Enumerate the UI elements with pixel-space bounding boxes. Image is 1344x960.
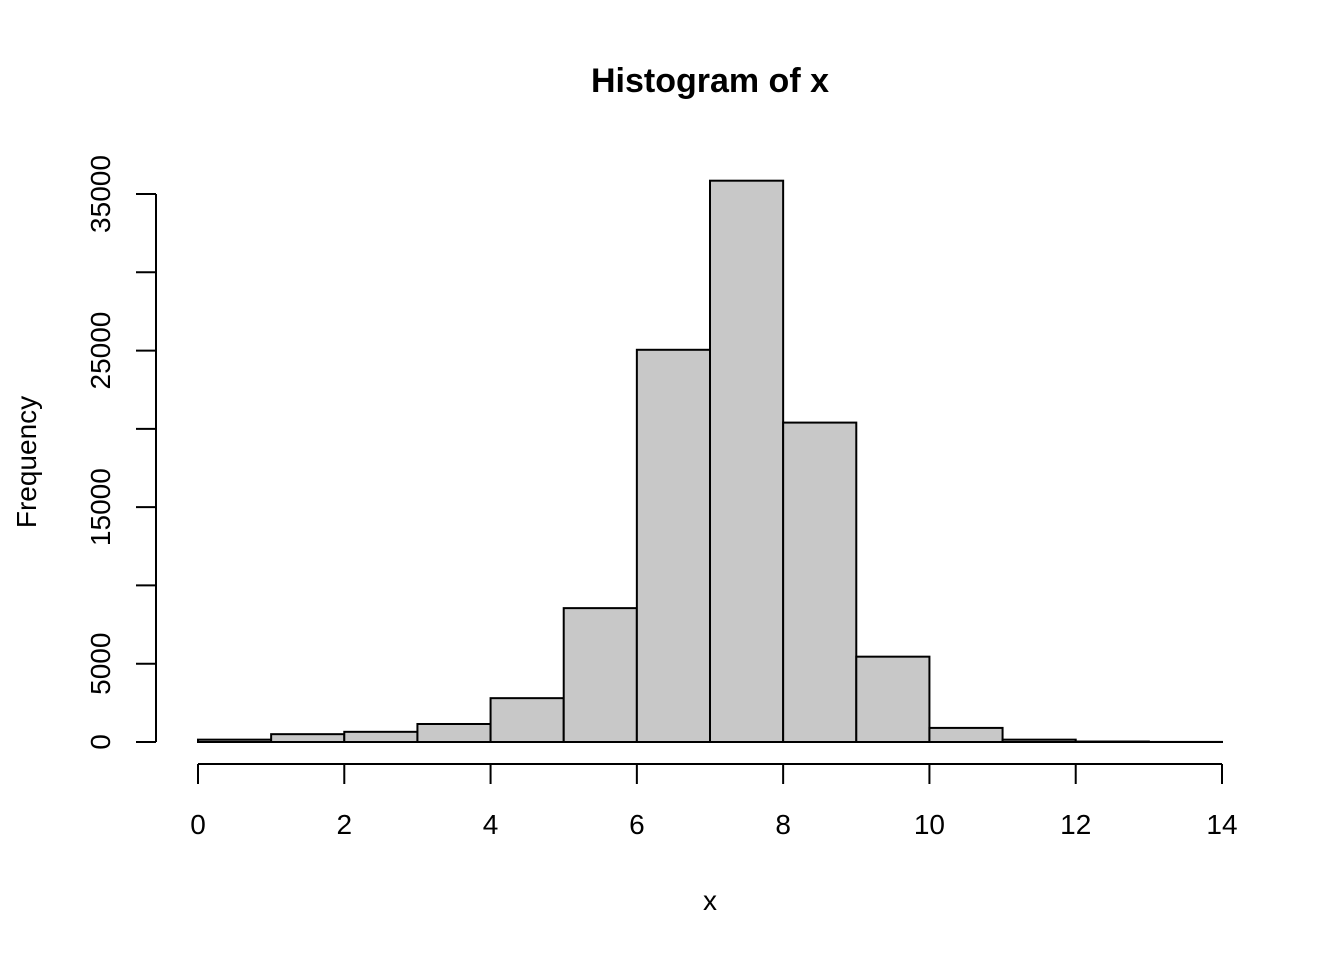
histogram-bar [416, 722, 492, 743]
chart-title: Histogram of x [591, 62, 829, 100]
y-tick-label: 25000 [85, 312, 116, 390]
y-tick-label: 35000 [85, 155, 116, 233]
x-axis-label: x [703, 885, 717, 916]
histogram-bar [343, 730, 419, 744]
histogram-bar [855, 655, 931, 744]
histogram-bar [635, 348, 711, 743]
y-axis-label: Frequency [11, 396, 42, 528]
histogram-bar [928, 726, 1004, 743]
x-tick-label: 6 [629, 809, 645, 840]
x-tick-label: 14 [1206, 809, 1237, 840]
x-tick-label: 0 [190, 809, 206, 840]
histogram-bar [270, 733, 346, 744]
x-tick-label: 10 [914, 809, 945, 840]
histogram-bar [197, 738, 273, 743]
y-tick-label: 0 [85, 734, 116, 750]
histogram-bar [562, 607, 638, 743]
x-tick-label: 2 [336, 809, 352, 840]
bars-group [197, 179, 1224, 744]
histogram-bar [489, 697, 565, 743]
x-tick-label: 12 [1060, 809, 1091, 840]
histogram-bar [1001, 738, 1077, 743]
x-axis: 0 2 4 6 8 10 12 14 [190, 763, 1238, 840]
histogram-bar [782, 421, 858, 743]
y-tick-label: 5000 [85, 633, 116, 695]
histogram-bar [709, 179, 785, 744]
y-tick-label: 15000 [85, 468, 116, 546]
y-axis: 0 5000 15000 25000 35000 [85, 155, 157, 750]
x-tick-label: 4 [483, 809, 499, 840]
x-tick-label: 8 [775, 809, 791, 840]
